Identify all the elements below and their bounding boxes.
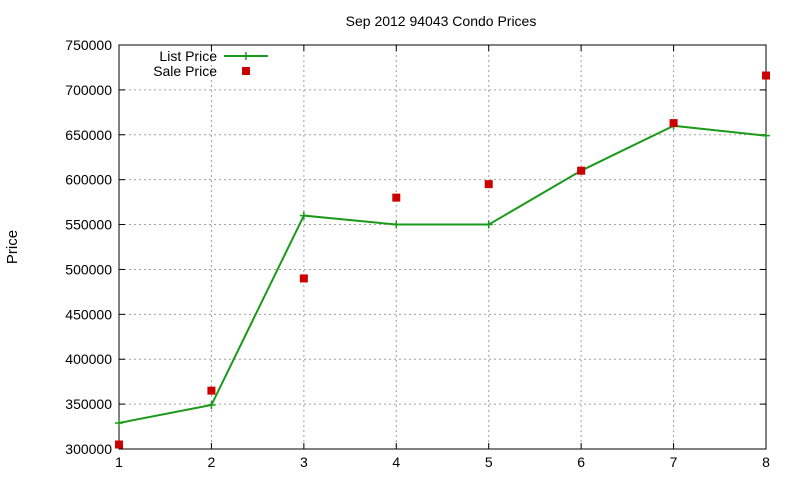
sale-price-point <box>392 193 401 202</box>
legend-label-list-price: List Price <box>159 48 217 64</box>
sale-price-point <box>669 119 678 128</box>
legend-marker-list-price <box>242 52 250 60</box>
y-tick-label: 500000 <box>65 261 112 277</box>
y-tick-label: 350000 <box>65 396 112 412</box>
x-tick-label: 2 <box>208 454 216 470</box>
y-tick-label: 750000 <box>65 37 112 53</box>
list-price-point <box>484 220 493 229</box>
y-axis-label: Price <box>4 230 21 264</box>
y-tick-label: 600000 <box>65 172 112 188</box>
y-tick-label: 650000 <box>65 127 112 143</box>
legend-swatch-sale-price <box>242 67 250 75</box>
list-price-line <box>118 124 767 424</box>
sale-price-point <box>115 440 123 449</box>
grid <box>119 45 766 449</box>
list-price-point <box>762 131 770 140</box>
x-tick-label: 5 <box>485 454 493 470</box>
sale-price-point <box>484 180 493 189</box>
legend-label-sale-price: Sale Price <box>153 63 217 79</box>
sale-price-point <box>207 386 216 395</box>
x-tick-label: 1 <box>115 454 123 470</box>
x-tick-label: 7 <box>670 454 678 470</box>
y-tick-label: 550000 <box>65 217 112 233</box>
list-price-point <box>299 211 308 220</box>
sale-price-point <box>762 71 770 80</box>
y-tick-label: 400000 <box>65 351 112 367</box>
x-tick-label: 3 <box>300 454 308 470</box>
sale-price-point <box>299 274 308 283</box>
sale-price-point <box>577 166 586 175</box>
x-tick-label: 8 <box>762 454 770 470</box>
list-price-point <box>115 418 123 427</box>
list-price-point <box>392 220 401 229</box>
plot-area <box>118 44 767 450</box>
axis-ticks: 1 2 3 4 5 6 7 8 300000 350000 400000 450000 500000 55… <box>65 37 770 470</box>
series <box>115 71 770 449</box>
x-tick-label: 6 <box>577 454 585 470</box>
chart-title: Sep 2012 94043 Condo Prices <box>346 13 537 29</box>
y-tick-label: 450000 <box>65 306 112 322</box>
y-tick-label: 300000 <box>65 441 112 457</box>
list-price-point <box>207 401 216 410</box>
y-tick-label: 700000 <box>65 82 112 98</box>
x-tick-label: 4 <box>392 454 400 470</box>
